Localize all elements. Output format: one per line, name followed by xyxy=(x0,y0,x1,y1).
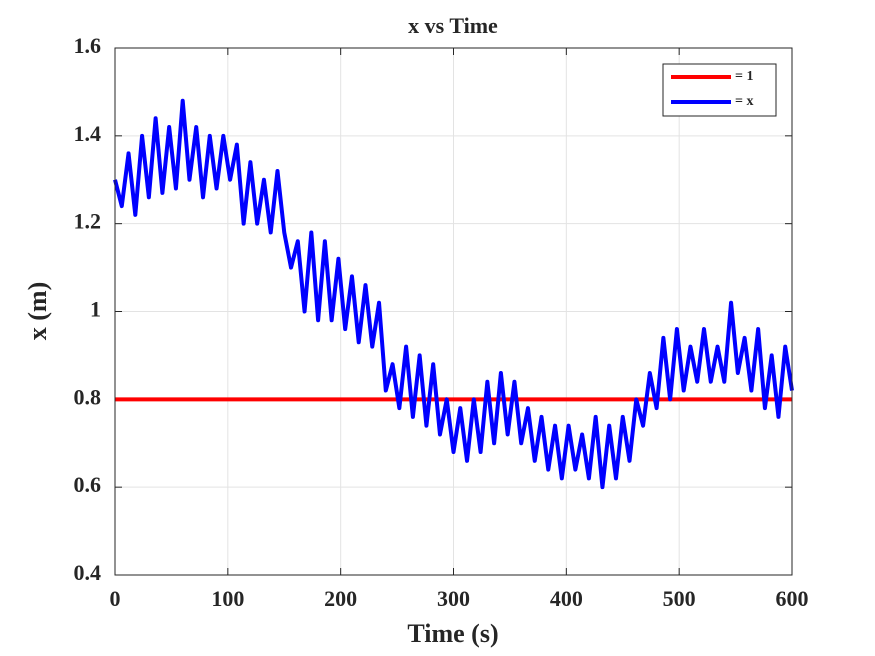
x-tick-label: 500 xyxy=(663,586,696,611)
data-line xyxy=(113,98,794,490)
y-tick-label: 1.4 xyxy=(74,121,102,146)
x-tick-label: 300 xyxy=(437,586,470,611)
y-tick-label: 1.6 xyxy=(74,33,102,58)
x-tick-label: 0 xyxy=(110,586,121,611)
x-tick-label: 600 xyxy=(776,586,809,611)
y-tick-label: 1.2 xyxy=(74,209,102,234)
y-tick-label: 0.8 xyxy=(74,384,102,409)
x-tick-label: 200 xyxy=(324,586,357,611)
legend-label: = x xyxy=(735,94,753,109)
y-axis-label: x (m) xyxy=(23,282,52,340)
chart-title: x vs Time xyxy=(408,13,498,38)
y-tick-label: 0.4 xyxy=(74,560,102,585)
plot-frame xyxy=(114,47,793,576)
legend-label: = 1 xyxy=(735,69,753,84)
x-axis-label: Time (s) xyxy=(407,619,498,648)
legend-box xyxy=(662,63,777,117)
y-tick-label: 0.6 xyxy=(74,472,102,497)
x-tick-label: 400 xyxy=(550,586,583,611)
y-tick-label: 1 xyxy=(90,297,101,322)
x-tick-label: 100 xyxy=(211,586,244,611)
